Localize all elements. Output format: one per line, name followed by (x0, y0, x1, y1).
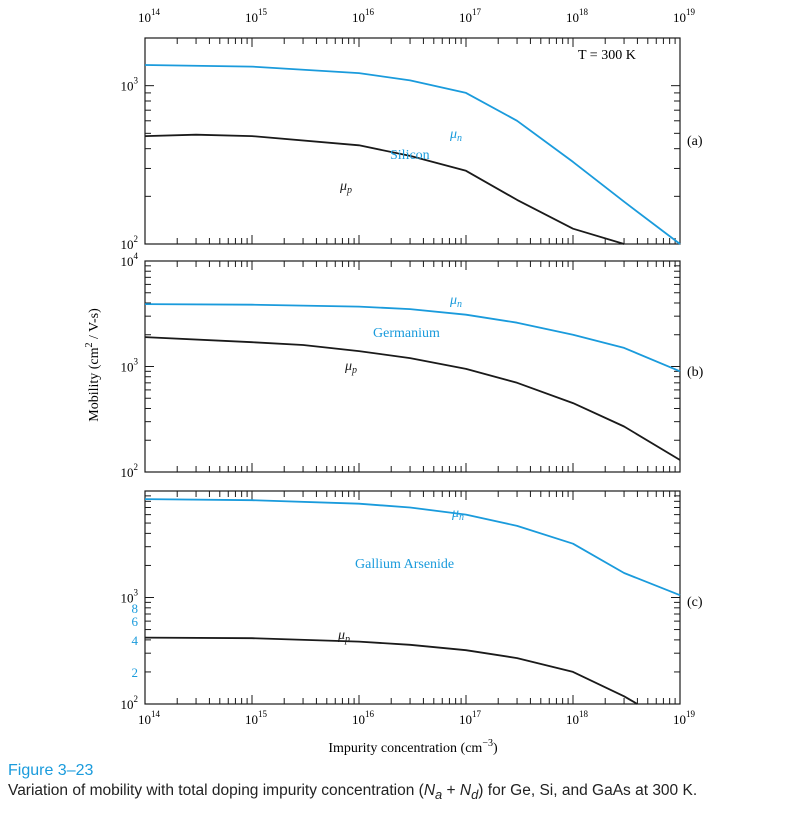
y-tick-label: 102 (121, 694, 139, 712)
label-mu-p-a: μp (339, 179, 352, 196)
mobility-figure: 1014 1015 1016 1017 1018 1019 103 102 T = 300 … (84, 7, 704, 756)
bottom-tick-label: 1016 (352, 709, 375, 727)
series-mu_n-c (144, 498, 681, 597)
x-axis-title: Impurity concentration (cm−3) (328, 738, 498, 756)
panel-b-series (144, 303, 681, 461)
y-tick-label: 103 (121, 588, 139, 606)
bottom-axis-labels: 1014 1015 1016 1017 1018 1019 (138, 709, 696, 727)
temperature-label: T = 300 K (578, 48, 636, 63)
y-tick-label: 103 (121, 357, 139, 375)
y-tick-label: 4 (132, 633, 139, 648)
top-tick-label: 1016 (352, 7, 375, 25)
y-tick-label: 104 (121, 251, 139, 269)
material-label-silicon: Silicon (390, 148, 430, 163)
label-mu-n-a: μn (449, 127, 462, 144)
panel-c-series (144, 498, 681, 705)
bottom-tick-label: 1017 (459, 709, 482, 727)
panel-c-ticks (144, 491, 681, 705)
y-axis-title: Mobility (cm2 / V-s) (84, 308, 102, 422)
top-tick-label: 1014 (138, 7, 161, 25)
panel-silicon: 103 102 T = 300 K Silicon (a) μn μp (121, 37, 703, 252)
panel-b-frame (144, 260, 681, 473)
top-tick-label: 1018 (566, 7, 589, 25)
label-mu-p-c: μp (337, 628, 350, 645)
series-mu_p-b (144, 336, 681, 461)
panel-label-a: (a) (687, 134, 703, 149)
material-label-germanium: Germanium (373, 326, 440, 341)
panel-b-y-labels: 104 103 102 (121, 251, 139, 480)
bottom-tick-label: 1015 (245, 709, 268, 727)
y-tick-label: 102 (121, 462, 139, 480)
panel-a-ticks (144, 37, 681, 245)
y-tick-label: 103 (121, 76, 139, 94)
y-tick-label: 8 (132, 601, 139, 616)
bottom-tick-label: 1019 (673, 709, 696, 727)
label-mu-n-b: μn (449, 293, 462, 310)
panel-a-y-labels: 103 102 (121, 76, 139, 252)
y-tick-label: 6 (132, 614, 139, 629)
figure-caption-text: Variation of mobility with total doping … (8, 782, 698, 803)
top-tick-label: 1019 (673, 7, 696, 25)
figure-caption-title: Figure 3–23 (8, 762, 94, 779)
panel-label-b: (b) (687, 365, 704, 380)
series-mu_n-a (144, 64, 681, 245)
panel-a-series (144, 64, 681, 245)
bottom-tick-label: 1014 (138, 709, 161, 727)
y-tick-label: 102 (121, 234, 139, 252)
series-mu_n-b (144, 303, 681, 373)
bottom-tick-label: 1018 (566, 709, 589, 727)
series-mu_p-c (144, 636, 638, 705)
material-label-gallium-arsenide: Gallium Arsenide (355, 557, 454, 572)
panel-c-frame (144, 490, 681, 705)
panel-a-frame (144, 37, 681, 245)
label-mu-n-c: μn (451, 506, 464, 523)
top-tick-label: 1015 (245, 7, 268, 25)
panel-b-ticks (144, 261, 681, 473)
top-tick-label: 1017 (459, 7, 482, 25)
panel-label-c: (c) (687, 595, 703, 610)
y-tick-label: 2 (132, 665, 139, 680)
panel-germanium: 104 103 102 Germanium (b) μn μp (121, 251, 704, 480)
series-mu_p-a (144, 133, 625, 245)
top-axis-labels: 1014 1015 1016 1017 1018 1019 (138, 7, 696, 25)
label-mu-p-b: μp (344, 359, 357, 376)
